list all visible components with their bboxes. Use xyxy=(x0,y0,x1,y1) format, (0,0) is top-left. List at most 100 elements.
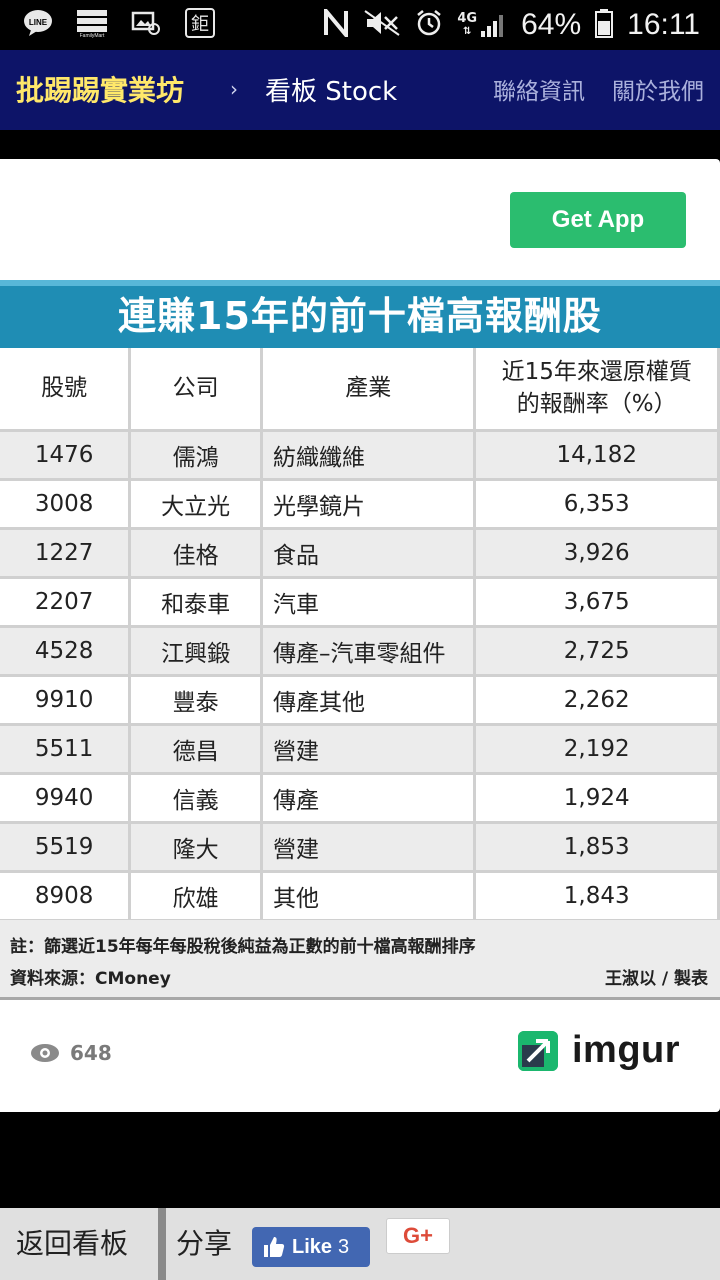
cell-industry: 營建 xyxy=(261,822,477,873)
table-row: 9940 信義 傳產 1,924 xyxy=(0,773,720,824)
battery-icon xyxy=(595,8,614,42)
cell-code: 4528 xyxy=(0,626,132,677)
like-label: Like xyxy=(292,1235,333,1258)
cell-return: 3,675 xyxy=(474,577,720,628)
bottom-bar: 返回看板 分享 Like 3 G+ xyxy=(0,1208,720,1280)
table-row: 4528 江興鍛 傳產–汽車零組件 2,725 xyxy=(0,626,720,677)
returns-table: 股號 公司 產業 近15年來還原權質 的報酬率（%） 1476 儒鴻 紡織纖維 … xyxy=(0,348,720,922)
table-row: 1476 儒鴻 紡織纖維 14,182 xyxy=(0,430,720,481)
status-right-icons: 4G ⇅ 64% 16:11 xyxy=(323,5,700,44)
cell-company: 豐泰 xyxy=(129,675,263,726)
back-to-board-button[interactable]: 返回看板 xyxy=(16,1227,129,1260)
network-type: 4G xyxy=(457,11,478,26)
cell-industry: 傳產–汽車零組件 xyxy=(261,626,477,677)
cell-company: 德昌 xyxy=(129,724,263,775)
cell-code: 9940 xyxy=(0,773,132,824)
get-app-button[interactable]: Get App xyxy=(510,192,686,248)
col-header-industry: 產業 xyxy=(261,348,477,432)
google-plus-button[interactable]: G+ xyxy=(386,1218,450,1254)
table-row: 3008 大立光 光學鏡片 6,353 xyxy=(0,479,720,530)
imgur-logo-link[interactable]: imgur xyxy=(518,1029,680,1072)
status-left-icons: LINE FamilyMart 鉅 xyxy=(20,8,218,38)
table-row: 2207 和泰車 汽車 3,675 xyxy=(0,577,720,628)
infographic-title: 連賺15年的前十檔高報酬股 xyxy=(0,280,720,348)
cell-industry: 傳產其他 xyxy=(261,675,477,726)
cell-code: 8908 xyxy=(0,871,132,922)
image-mail-icon xyxy=(128,8,164,38)
line-icon: LINE xyxy=(20,8,56,38)
cell-code: 2207 xyxy=(0,577,132,628)
cell-industry: 傳產 xyxy=(261,773,477,824)
view-count: 648 xyxy=(30,1041,112,1065)
breadcrumb-separator: › xyxy=(230,77,238,101)
familymart-icon: FamilyMart xyxy=(74,8,110,38)
col-header-code: 股號 xyxy=(0,348,132,432)
eye-icon xyxy=(31,1044,59,1062)
app-glyph: 鉅 xyxy=(191,14,209,35)
like-count: 3 xyxy=(338,1235,350,1258)
cell-return: 1,843 xyxy=(474,871,720,922)
about-link[interactable]: 關於我們 xyxy=(612,79,704,105)
cell-code: 3008 xyxy=(0,479,132,530)
svg-text:LINE: LINE xyxy=(29,18,48,27)
cell-return: 1,924 xyxy=(474,773,720,824)
infographic-footer: 註：篩選近15年每年每股稅後純益為正數的前十檔高報酬排序 資料來源：CMoney… xyxy=(0,920,720,1000)
table-row: 5511 德昌 營建 2,192 xyxy=(0,724,720,775)
footnote: 註：篩選近15年每年每股稅後純益為正數的前十檔高報酬排序 xyxy=(10,937,476,957)
infographic-image[interactable]: 連賺15年的前十檔高報酬股 股號 公司 產業 近15年來還原權質 的報酬率（%）… xyxy=(0,280,720,1000)
col-header-company: 公司 xyxy=(129,348,263,432)
cell-return: 14,182 xyxy=(474,430,720,481)
cell-company: 隆大 xyxy=(129,822,263,873)
table-credit: 王淑以 / 製表 xyxy=(604,969,708,989)
data-source: 資料來源：CMoney xyxy=(10,969,171,989)
cell-industry: 食品 xyxy=(261,528,477,579)
cell-return: 2,725 xyxy=(474,626,720,677)
table-row: 5519 隆大 營建 1,853 xyxy=(0,822,720,873)
cell-code: 1476 xyxy=(0,430,132,481)
share-label: 分享 xyxy=(176,1227,233,1260)
cell-code: 9910 xyxy=(0,675,132,726)
imgur-wordmark: imgur xyxy=(572,1029,681,1071)
cell-industry: 營建 xyxy=(261,724,477,775)
board-breadcrumb[interactable]: 看板 Stock xyxy=(265,77,398,107)
cell-company: 儒鴻 xyxy=(129,430,263,481)
app-header: 批踢踢實業坊 › 看板 Stock 聯絡資訊 關於我們 xyxy=(0,50,720,130)
cell-code: 5519 xyxy=(0,822,132,873)
table-row: 8908 欣雄 其他 1,843 xyxy=(0,871,720,922)
cell-company: 大立光 xyxy=(129,479,263,530)
clock: 16:11 xyxy=(627,8,700,41)
brand-link[interactable]: 批踢踢實業坊 xyxy=(16,74,185,107)
cell-company: 佳格 xyxy=(129,528,263,579)
bottom-divider xyxy=(158,1208,166,1280)
cell-return: 2,262 xyxy=(474,675,720,726)
cell-industry: 其他 xyxy=(261,871,477,922)
cell-company: 信義 xyxy=(129,773,263,824)
table-row: 9910 豐泰 傳產其他 2,262 xyxy=(0,675,720,726)
cell-return: 3,926 xyxy=(474,528,720,579)
cell-code: 1227 xyxy=(0,528,132,579)
cell-industry: 紡織纖維 xyxy=(261,430,477,481)
mute-icon xyxy=(363,9,401,41)
alarm-icon xyxy=(415,9,443,41)
table-row: 1227 佳格 食品 3,926 xyxy=(0,528,720,579)
cell-company: 江興鍛 xyxy=(129,626,263,677)
view-count-value: 648 xyxy=(70,1041,112,1065)
cell-return: 2,192 xyxy=(474,724,720,775)
cell-industry: 汽車 xyxy=(261,577,477,628)
svg-text:FamilyMart: FamilyMart xyxy=(80,33,105,38)
nfc-icon xyxy=(323,5,349,41)
imgur-logo-icon xyxy=(518,1030,558,1071)
app-icon: 鉅 xyxy=(182,8,218,38)
table-header-row: 股號 公司 產業 近15年來還原權質 的報酬率（%） xyxy=(0,348,720,432)
contact-link[interactable]: 聯絡資訊 xyxy=(493,79,585,105)
cell-return: 1,853 xyxy=(474,822,720,873)
status-bar: LINE FamilyMart 鉅 4G ⇅ 64% xyxy=(0,0,720,50)
facebook-like-button[interactable]: Like 3 xyxy=(252,1227,370,1267)
imgur-embed-card: Get App 連賺15年的前十檔高報酬股 股號 公司 產業 近15年來還原權質… xyxy=(0,159,720,1112)
cell-code: 5511 xyxy=(0,724,132,775)
battery-percent: 64% xyxy=(521,8,582,41)
col-header-return: 近15年來還原權質 的報酬率（%） xyxy=(474,348,720,432)
cell-company: 欣雄 xyxy=(129,871,263,922)
cell-company: 和泰車 xyxy=(129,577,263,628)
thumbs-up-icon xyxy=(264,1237,285,1257)
